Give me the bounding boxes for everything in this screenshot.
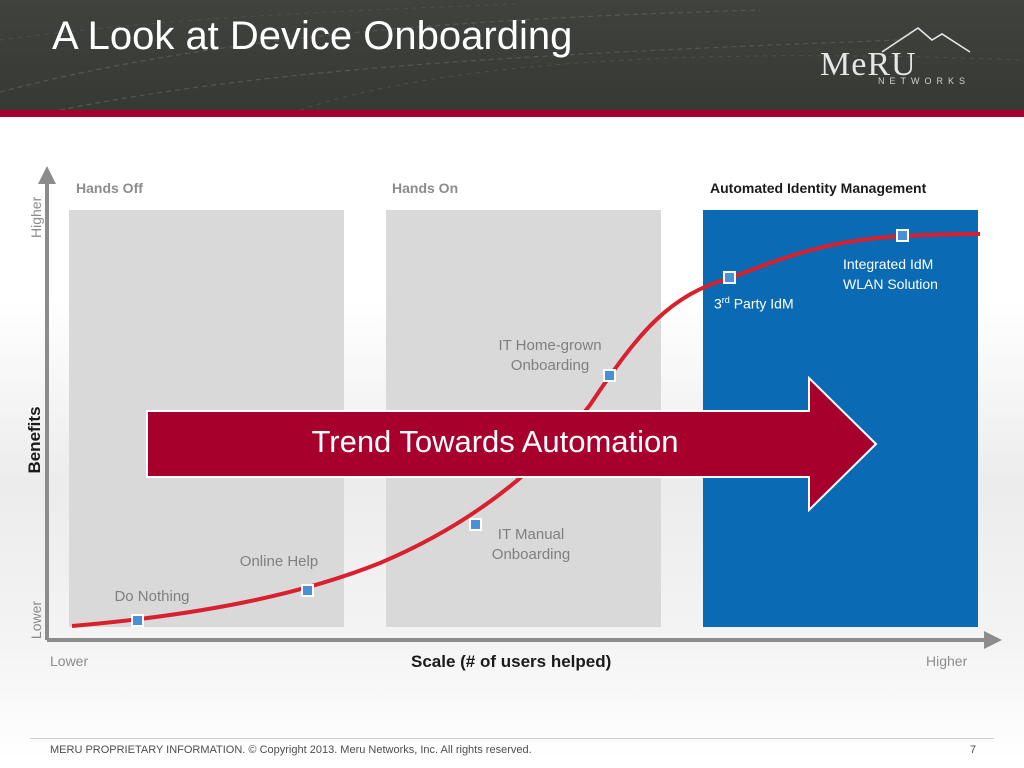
- meru-logo: MeRU NETWORKS: [820, 24, 980, 94]
- label-it-manual: IT Manual Onboarding: [470, 525, 592, 565]
- y-axis-title: Benefits: [25, 406, 44, 474]
- slide-header: A Look at Device Onboarding MeRU NETWORK…: [0, 0, 1024, 110]
- y-axis-high-label: Higher: [28, 196, 44, 238]
- trend-arrow-text: Trend Towards Automation: [311, 424, 679, 459]
- column-label-automated-idm: Automated Identity Management: [710, 180, 927, 196]
- logo-subtitle: NETWORKS: [878, 76, 971, 86]
- marker-3rd-party-idm: [723, 271, 736, 284]
- label-do-nothing: Do Nothing: [114, 588, 190, 605]
- marker-it-homegrown: [603, 369, 616, 382]
- label-online-help: Online Help: [239, 553, 319, 570]
- x-axis-arrowhead: [984, 631, 1002, 649]
- label-integrated-line2: WLAN Solution: [843, 276, 938, 292]
- header-decoration: [0, 3, 1024, 110]
- logo-word: MeRU: [820, 46, 917, 83]
- x-axis-title: Scale (# of users helped): [411, 652, 612, 671]
- label-it-homegrown: IT Home-grown Onboarding: [480, 336, 620, 376]
- label-it-homegrown-line1: IT Home-grown: [498, 337, 602, 354]
- label-it-homegrown-line2: Onboarding: [510, 357, 590, 374]
- marker-online-help: [301, 584, 314, 597]
- footer-rule: [30, 738, 994, 739]
- column-label-hands-off: Hands Off: [76, 180, 143, 196]
- label-it-manual-line1: IT Manual: [497, 526, 565, 543]
- x-axis-low-label: Lower: [50, 653, 89, 669]
- column-label-hands-on: Hands On: [392, 180, 459, 196]
- x-axis-high-label: Higher: [926, 653, 968, 669]
- page-number: 7: [970, 744, 977, 756]
- label-3rd-text: Party IdM: [729, 295, 794, 312]
- label-it-manual-line2: Onboarding: [491, 546, 571, 563]
- footer-copyright: MERU PROPRIETARY INFORMATION. © Copyrigh…: [50, 744, 532, 756]
- mountain-icon: [881, 26, 971, 53]
- y-axis-low-label: Lower: [28, 600, 44, 640]
- slide-title: A Look at Device Onboarding: [52, 14, 573, 58]
- y-axis-arrowhead: [38, 166, 56, 184]
- label-integrated-line1: Integrated IdM: [843, 256, 934, 272]
- label-integrated-idm: Integrated IdM WLAN Solution: [843, 254, 938, 294]
- label-3rd-suffix: rd: [721, 295, 730, 305]
- marker-do-nothing: [131, 614, 144, 627]
- trend-arrow: [146, 375, 878, 513]
- header-red-rule: [0, 110, 1024, 117]
- label-3rd-party-idm: 3rd Party IdM: [714, 290, 794, 314]
- label-3rd-number: 3: [714, 295, 722, 312]
- marker-integrated-idm: [896, 229, 909, 242]
- marker-it-manual: [469, 518, 482, 531]
